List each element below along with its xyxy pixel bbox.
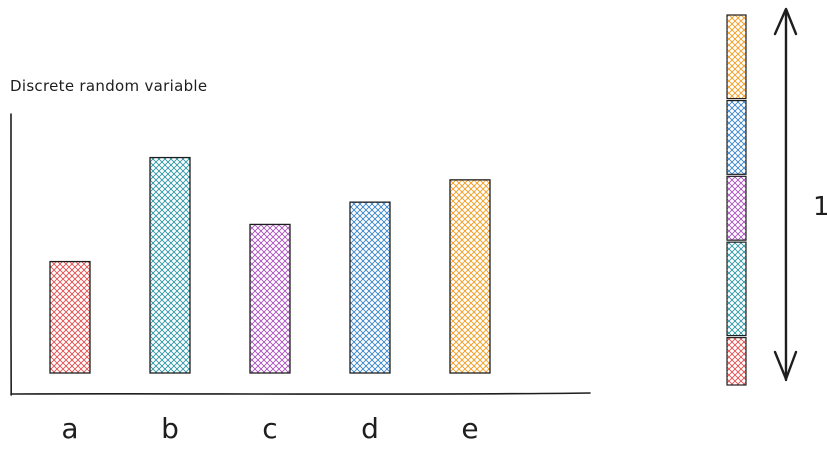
x-tick-label-d: d	[361, 412, 379, 445]
stack-segment-d	[726, 99, 747, 175]
total-arrow	[773, 7, 798, 382]
bars-group	[49, 156, 491, 374]
stack-segment-c	[726, 175, 747, 241]
total-label: 1	[813, 192, 827, 222]
x-axis	[10, 392, 591, 395]
bar-c	[249, 223, 291, 374]
x-tick-label-e: e	[461, 412, 478, 445]
stack-segment-b	[726, 241, 747, 337]
x-tick-label-b: b	[161, 412, 179, 445]
bar-e	[449, 179, 491, 374]
stack-segment-e	[726, 14, 747, 100]
stack-segment-a	[726, 337, 747, 386]
bar-b	[149, 156, 191, 374]
bar-d	[349, 201, 391, 374]
x-tick-label-c: c	[262, 412, 277, 445]
stacked-probability-bar	[726, 14, 747, 386]
x-tick-labels: a b c d e	[61, 412, 478, 445]
bar-a	[49, 260, 91, 374]
x-tick-label-a: a	[61, 412, 78, 445]
chart-title: Discrete random variable	[10, 77, 207, 95]
